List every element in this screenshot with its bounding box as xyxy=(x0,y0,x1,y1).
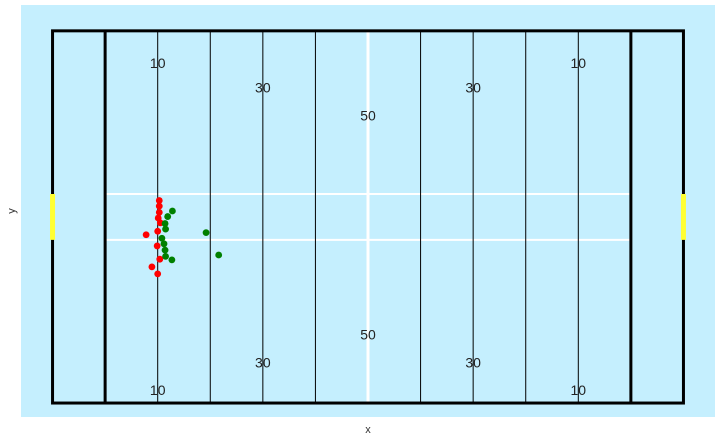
yard-number-label: 10 xyxy=(571,382,587,398)
field-layer xyxy=(21,5,715,417)
x-axis-title: x xyxy=(365,424,371,436)
yard-number-label: 30 xyxy=(255,355,271,371)
yard-number-label: 50 xyxy=(360,327,376,343)
player-point-series-1 xyxy=(156,255,164,263)
player-point-series-1 xyxy=(154,270,162,278)
player-point-series-2 xyxy=(162,225,169,233)
yard-number-label: 10 xyxy=(571,55,587,71)
player-point-series-2 xyxy=(160,240,168,248)
player-point-series-2 xyxy=(158,234,166,242)
y-axis-title: y xyxy=(6,208,18,214)
player-point-series-1 xyxy=(155,197,163,204)
player-point-series-1 xyxy=(154,227,162,235)
player-point-series-2 xyxy=(168,256,176,264)
player-point-series-2 xyxy=(169,207,176,215)
yard-number-label: 10 xyxy=(150,382,166,398)
player-point-series-1 xyxy=(148,263,156,271)
yard-number-label: 50 xyxy=(360,107,376,123)
player-point-series-2 xyxy=(161,246,169,254)
yard-numbers: 10 30 50 30 10 10 30 50 30 10 xyxy=(150,55,586,398)
player-point-series-1 xyxy=(155,202,163,210)
yard-number-label: 10 xyxy=(150,55,166,71)
player-point-series-1 xyxy=(153,242,161,250)
player-point-series-2 xyxy=(162,252,169,260)
player-point-series-2 xyxy=(161,220,169,227)
player-point-series-1 xyxy=(142,231,150,239)
player-point-series-1 xyxy=(155,208,163,216)
player-point-series-2 xyxy=(164,213,172,220)
yard-number-label: 30 xyxy=(255,79,271,95)
player-point-series-2 xyxy=(215,251,223,259)
player-points xyxy=(142,197,223,278)
yard-number-label: 30 xyxy=(465,355,481,371)
yard-number-label: 30 xyxy=(465,79,481,95)
player-point-series-2 xyxy=(202,229,210,237)
